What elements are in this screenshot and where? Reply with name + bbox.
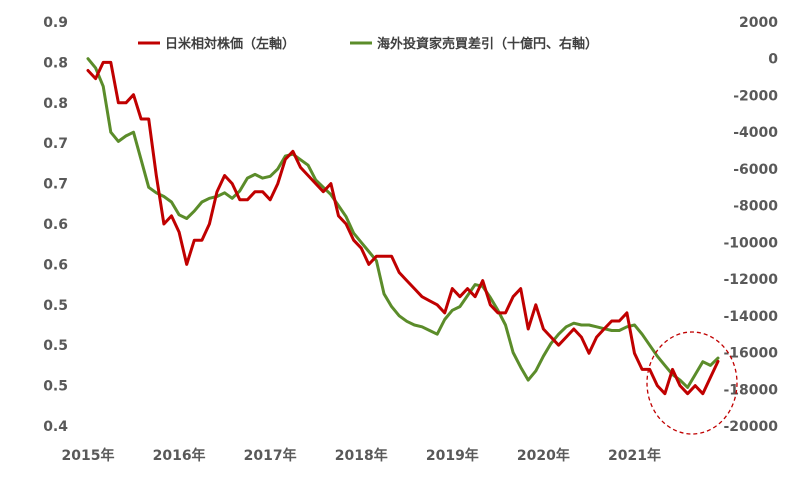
series-line-relative-stock (86, 60, 720, 396)
highlight-circle (646, 331, 738, 435)
series-layer (86, 57, 720, 396)
x-axis-tick-label: 2019年 (426, 447, 479, 464)
x-axis-tick-label: 2016年 (153, 447, 206, 464)
right-axis-tick-label: -12000 (723, 272, 778, 288)
x-axis-tick-label: 2017年 (244, 447, 297, 464)
left-axis-tick-label: 0.8 (43, 96, 68, 112)
x-axis-ticks: 2015年 2016年 2017年 2018年 2019年 2020年 2021年 (62, 447, 661, 464)
legend-label-relative-stock: 日米相対株価（左軸） (165, 36, 295, 52)
right-axis-tick-label: -14000 (723, 309, 778, 325)
left-axis-tick-label: 0.5 (43, 298, 68, 314)
right-axis-tick-label: -8000 (733, 199, 778, 215)
x-axis-tick-label: 2020年 (517, 447, 570, 464)
right-axis-ticks: 2000 0 -2000 -4000 -6000 -8000 -10000 -12000 -14… (723, 15, 778, 435)
right-axis-tick-label: -4000 (733, 125, 778, 141)
left-axis-tick-label: 0.5 (43, 379, 68, 395)
right-axis-tick-label: -10000 (723, 235, 778, 251)
right-axis-tick-label: -16000 (723, 346, 778, 362)
right-axis-tick-label: -20000 (723, 419, 778, 435)
left-axis-tick-label: 0.6 (43, 217, 68, 233)
x-axis-tick-label: 2021年 (608, 447, 661, 464)
right-axis-tick-label: -6000 (733, 162, 778, 178)
left-axis-tick-label: 0.7 (43, 136, 68, 152)
left-axis-tick-label: 0.9 (43, 15, 68, 31)
left-axis-tick-label: 0.6 (43, 257, 68, 273)
left-axis-tick-label: 0.5 (43, 338, 68, 354)
left-axis-tick-label: 0.8 (43, 55, 68, 71)
right-axis-tick-label: 2000 (739, 15, 778, 31)
legend-label-foreign-investors: 海外投資家売買差引（十億円、右軸） (377, 36, 598, 52)
series-line-foreign-investors (86, 57, 720, 389)
x-axis-tick-label: 2018年 (335, 447, 388, 464)
x-axis-tick-label: 2015年 (62, 447, 115, 464)
left-axis-tick-label: 0.4 (43, 419, 68, 435)
right-axis-tick-label: -18000 (723, 382, 778, 398)
right-axis-tick-label: -2000 (733, 88, 778, 104)
legend: 日米相対株価（左軸） 海外投資家売買差引（十億円、右軸） (138, 36, 598, 52)
right-axis-tick-label: 0 (768, 52, 778, 68)
left-axis-ticks: 0.9 0.8 0.8 0.7 0.7 0.6 0.6 0.5 0.5 0.5 0.4 (43, 15, 68, 435)
left-axis-tick-label: 0.7 (43, 177, 68, 193)
